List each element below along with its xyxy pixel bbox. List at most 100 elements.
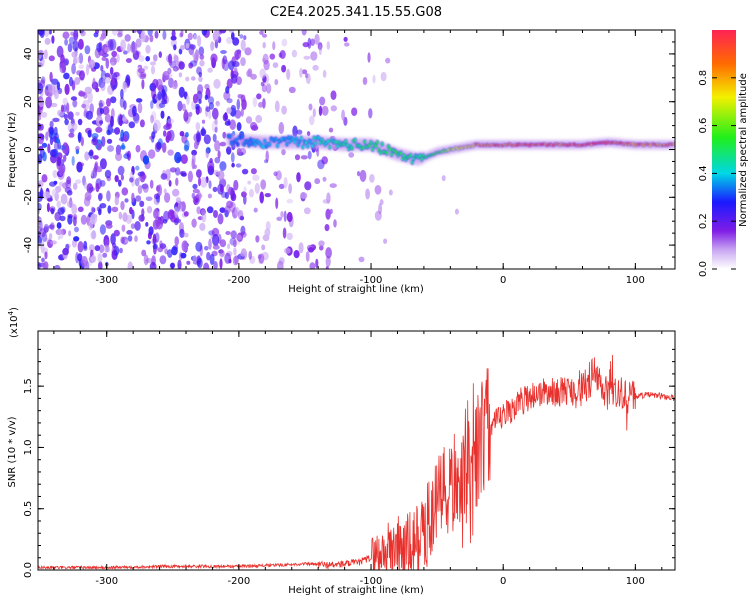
noise-blob (368, 108, 373, 119)
ridge-peak (379, 150, 382, 155)
noise-blob (179, 131, 185, 137)
noise-blob (137, 68, 145, 74)
noise-blob (236, 98, 241, 110)
noise-blob (201, 211, 207, 223)
noise-blob (98, 100, 105, 108)
ridge-peak (304, 140, 308, 145)
noise-blob (195, 193, 203, 199)
noise-blob (203, 262, 210, 269)
noise-blob (256, 93, 262, 100)
noise-blob (214, 118, 218, 125)
noise-blob (179, 32, 184, 38)
noise-blob (162, 70, 170, 81)
noise-blob (186, 260, 191, 265)
noise-blob (254, 182, 260, 194)
noise-blob (217, 170, 225, 181)
noise-blob (185, 76, 190, 82)
noise-blob (301, 30, 307, 36)
noise-blob (284, 247, 291, 254)
noise-blob (232, 37, 240, 46)
noise-blob (330, 90, 337, 100)
noise-blob (222, 131, 227, 139)
noise-blob (281, 38, 288, 47)
noise-blob (172, 66, 179, 72)
noise-blob (116, 53, 120, 63)
noise-blob (259, 191, 265, 204)
noise-blob (212, 186, 218, 193)
noise-blob (317, 159, 325, 170)
ridge-peak (263, 139, 267, 144)
x-tick-label: -300 (95, 576, 118, 587)
noise-blob (204, 94, 209, 101)
noise-blob (276, 216, 283, 221)
noise-blob (55, 138, 61, 144)
noise-blob (207, 67, 213, 73)
noise-blob (307, 150, 312, 160)
noise-blob (261, 84, 267, 93)
noise-blob (172, 81, 178, 90)
noise-blob (274, 79, 279, 86)
noise-blob (127, 235, 133, 242)
noise-blob (192, 254, 198, 264)
noise-blob (163, 188, 167, 194)
noise-blob (198, 99, 202, 104)
noise-blob (175, 177, 179, 186)
noise-blob (173, 53, 177, 61)
noise-blob (121, 142, 125, 150)
noise-blob (255, 235, 260, 243)
noise-blob (145, 44, 151, 54)
noise-blob (312, 108, 316, 118)
noise-blob (95, 126, 103, 133)
noise-blob (181, 240, 189, 252)
noise-blob (226, 98, 233, 104)
noise-blob (197, 257, 203, 269)
noise-blob (40, 241, 45, 254)
noise-blob (60, 206, 66, 213)
noise-blob (170, 35, 177, 41)
noise-blob (124, 198, 129, 203)
ridge-peak (345, 143, 349, 148)
noise-blob (49, 181, 57, 187)
noise-blob (322, 69, 327, 78)
noise-blob (325, 256, 331, 268)
x-tick-label: -300 (95, 275, 118, 286)
noise-blob (107, 205, 112, 214)
noise-blob (155, 216, 161, 227)
noise-blob (193, 164, 197, 169)
noise-blob (117, 165, 125, 176)
noise-blob (356, 170, 361, 177)
spectrogram-x-ticks: -300 -200 -100 0 100 (53, 30, 663, 286)
y-tick-label: -40 (23, 237, 34, 253)
noise-blob (171, 246, 178, 256)
noise-blob (314, 178, 321, 185)
ridge-peak (298, 139, 301, 144)
noise-blob (43, 49, 48, 60)
noise-blob (79, 70, 85, 81)
noise-blob (341, 109, 345, 121)
noise-blob (277, 260, 284, 269)
noise-blob (39, 30, 45, 39)
noise-blob (179, 170, 187, 176)
noise-blob (77, 206, 84, 213)
snr-x-ticks: -300 -200 -100 0 100 (53, 331, 663, 587)
noise-blob (293, 250, 300, 259)
noise-blob (245, 116, 253, 124)
noise-blob (351, 107, 358, 116)
noise-blob (137, 185, 143, 195)
noise-blob (139, 200, 145, 207)
noise-blob (125, 214, 132, 224)
noise-blob (225, 231, 231, 235)
noise-blob (151, 131, 156, 140)
noise-blob (262, 33, 267, 38)
noise-blob (244, 47, 252, 56)
noise-blob (227, 78, 232, 88)
noise-blob (294, 154, 301, 161)
noise-blob (106, 190, 111, 202)
noise-blob (194, 103, 200, 110)
ridge-peak (410, 160, 414, 165)
noise-blob (152, 78, 159, 89)
noise-blob (60, 198, 67, 204)
noise-blob (130, 41, 138, 54)
noise-blob (62, 31, 70, 39)
noise-blob (374, 185, 382, 195)
